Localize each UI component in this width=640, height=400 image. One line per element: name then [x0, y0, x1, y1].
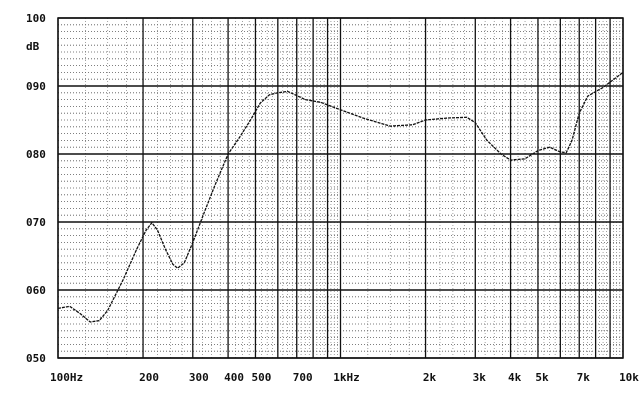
x-tick-label: 400 [224, 371, 244, 384]
y-axis-ticks: 100 090 080 070 060 050 [26, 12, 46, 365]
x-axis-ticks: 100Hz 200 300 400 500 700 1kHz 2k 3k 4k 5k 7k 10k [50, 371, 639, 384]
y-axis-label: dB [26, 40, 40, 53]
x-tick-label: 100Hz [50, 371, 83, 384]
x-tick-label: 300 [189, 371, 209, 384]
x-tick-label: 10k [619, 371, 639, 384]
y-tick-label: 050 [26, 352, 46, 365]
x-tick-label: 3k [473, 371, 487, 384]
major-grid [57, 17, 624, 359]
y-tick-label: 100 [26, 12, 46, 25]
x-tick-label: 700 [293, 371, 313, 384]
y-tick-label: 090 [26, 80, 46, 93]
x-tick-label: 5k [535, 371, 549, 384]
plot-frame [57, 17, 624, 359]
y-tick-label: 060 [26, 284, 46, 297]
x-tick-label: 1kHz [333, 371, 360, 384]
x-tick-label: 4k [508, 371, 522, 384]
y-tick-label: 070 [26, 216, 46, 229]
x-tick-label: 2k [423, 371, 437, 384]
x-tick-label: 500 [252, 371, 272, 384]
y-tick-label: 080 [26, 148, 46, 161]
x-tick-label: 200 [139, 371, 159, 384]
x-tick-label: 7k [577, 371, 591, 384]
response-curve [57, 71, 624, 323]
